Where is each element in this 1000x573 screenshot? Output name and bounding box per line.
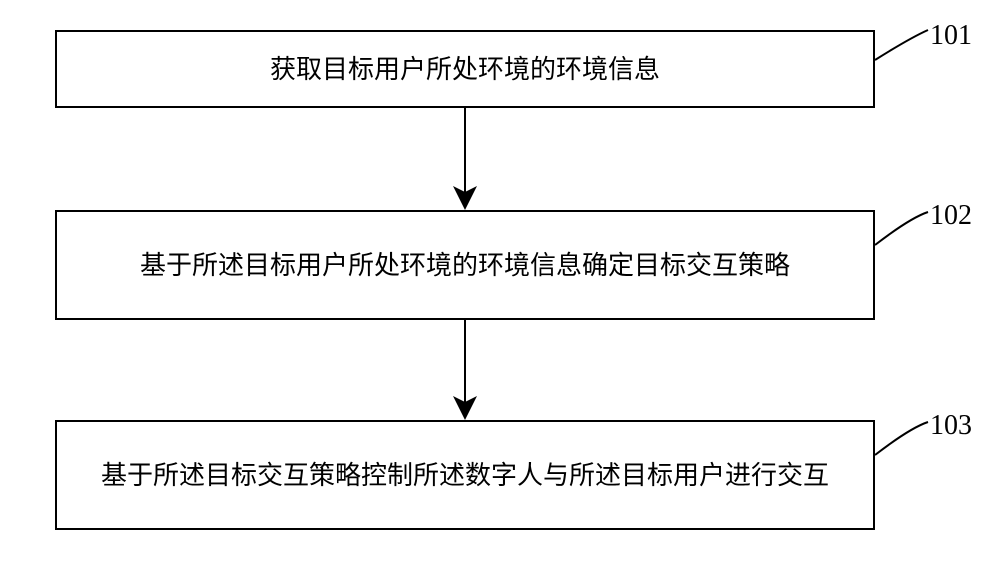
node-label-101: 101 [930, 20, 972, 52]
flowchart-node-step1: 获取目标用户所处环境的环境信息 [55, 30, 875, 108]
label-curve-103 [875, 422, 928, 455]
node-text: 基于所述目标用户所处环境的环境信息确定目标交互策略 [140, 246, 790, 285]
label-curve-101 [875, 30, 928, 60]
node-text: 基于所述目标交互策略控制所述数字人与所述目标用户进行交互 [101, 456, 829, 495]
flowchart-node-step3: 基于所述目标交互策略控制所述数字人与所述目标用户进行交互 [55, 420, 875, 530]
flowchart-node-step2: 基于所述目标用户所处环境的环境信息确定目标交互策略 [55, 210, 875, 320]
label-curve-102 [875, 212, 928, 245]
flowchart-container: 获取目标用户所处环境的环境信息 101 基于所述目标用户所处环境的环境信息确定目… [0, 0, 1000, 573]
node-text: 获取目标用户所处环境的环境信息 [270, 50, 660, 89]
node-label-102: 102 [930, 200, 972, 232]
node-label-103: 103 [930, 410, 972, 442]
